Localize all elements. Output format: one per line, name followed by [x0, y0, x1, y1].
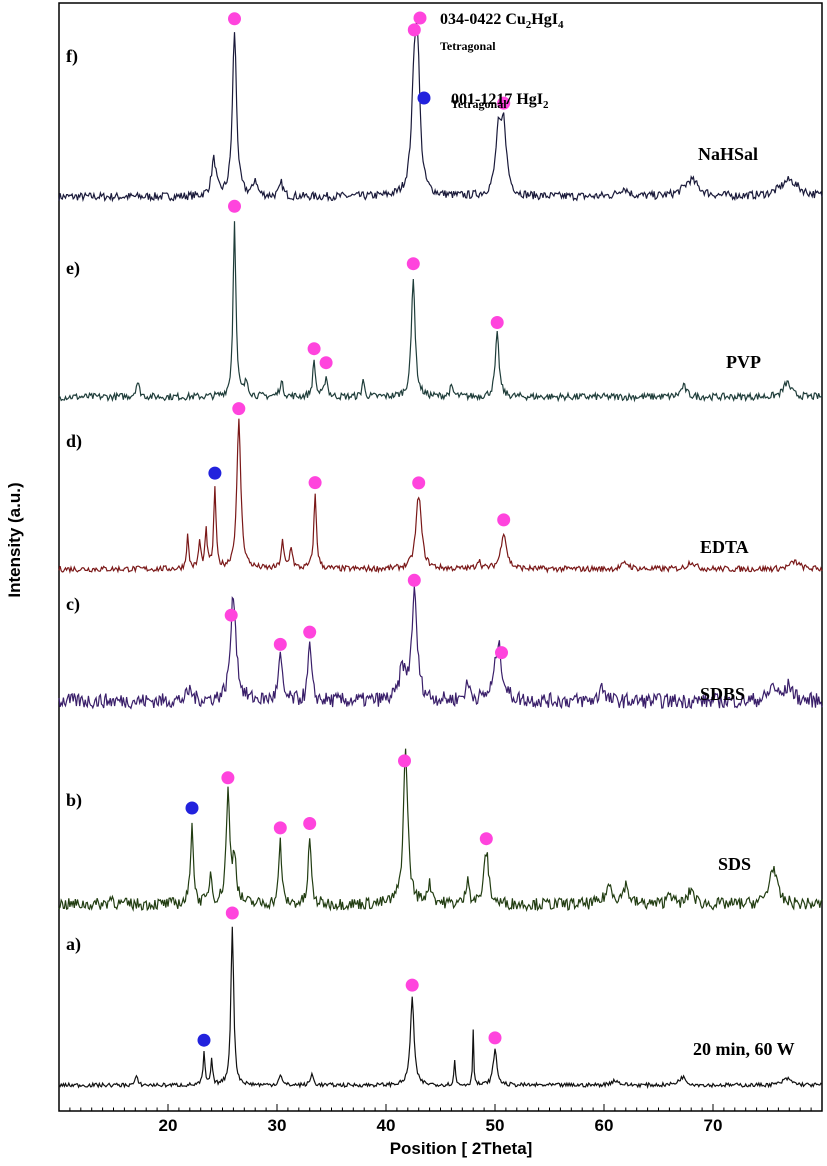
- cu2hgi4-peak-marker: [398, 754, 411, 768]
- cu2hgi4-peak-marker: [495, 646, 508, 660]
- panel-label: d): [66, 431, 82, 452]
- cu2hgi4-peak-marker: [405, 978, 419, 992]
- cu2hgi4-peak-marker: [490, 316, 504, 329]
- cu2hgi4-peak-marker: [224, 608, 238, 622]
- cu2hgi4-peak-marker: [221, 771, 235, 785]
- cu2hgi4-peak-marker: [497, 96, 511, 110]
- cu2hgi4-peak-marker: [497, 513, 511, 527]
- plot-frame: [58, 2, 823, 1112]
- cu2hgi4-peak-marker: [273, 821, 287, 835]
- hgi2-legend-marker: [417, 91, 431, 105]
- hgi2-peak-marker: [185, 801, 199, 815]
- cu2hgi4-peak-marker: [303, 817, 317, 830]
- sample-label: SDBS: [700, 684, 745, 704]
- cu2hgi4-peak-marker: [319, 356, 333, 370]
- cu2hgi4-peak-marker: [228, 12, 241, 26]
- cu2hgi4-peak-marker: [308, 476, 322, 490]
- markers-layer: [185, 12, 511, 1047]
- trace-sds: [58, 748, 823, 912]
- cu2hgi4-peak-marker: [232, 402, 246, 416]
- trace-pvp: [58, 221, 823, 403]
- y-axis-title: Intensity (a.u.): [5, 482, 24, 597]
- hgi2-legend-label: 001-1217 HgI2: [451, 91, 549, 111]
- x-tick-label: 30: [268, 1116, 287, 1135]
- x-tick-label: 20: [159, 1116, 178, 1135]
- sample-label: 20 min, 60 W: [693, 1039, 795, 1059]
- sample-label: NaHSal: [698, 144, 758, 164]
- cu2hgi4-peak-marker: [488, 1031, 502, 1045]
- sample-label: PVP: [726, 352, 761, 372]
- x-tick-label: 60: [595, 1116, 614, 1135]
- cu2hgi4-peak-marker: [407, 573, 421, 587]
- cu2hgi4-peak-marker: [228, 199, 241, 213]
- panel-label: e): [66, 258, 80, 279]
- traces-layer: [58, 21, 823, 1090]
- sample-label: SDS: [718, 854, 751, 874]
- trace-edta: [58, 418, 823, 575]
- panel-label: c): [66, 594, 80, 615]
- x-axis: 20 30 40 50 60 70: [58, 1104, 823, 1135]
- cu2hgi4-peak-marker: [412, 476, 426, 490]
- panel-label: f): [66, 46, 78, 67]
- cu2hgi4-peak-marker: [406, 257, 420, 271]
- x-tick-label: 70: [704, 1116, 723, 1135]
- trace-20-min-60-w: [58, 926, 823, 1090]
- labels-layer: f) NaHSal e) PVP d) EDTA c) SDBS b) SDS a) 20 min, …: [66, 46, 795, 1059]
- hgi2-peak-marker: [197, 1033, 211, 1047]
- cu2hgi4-peak-marker: [225, 906, 239, 920]
- cu2hgi4-peak-marker: [273, 637, 287, 651]
- hgi2-legend-phase: Tetragonal: [451, 97, 507, 111]
- cu2hgi4-peak-marker: [479, 832, 493, 846]
- x-tick-label: 40: [377, 1116, 396, 1135]
- trace-nahsal: [58, 21, 823, 203]
- cu2hgi4-legend-marker: [413, 11, 427, 25]
- x-axis-title: Position [ 2Theta]: [390, 1139, 533, 1158]
- panel-label: a): [66, 934, 81, 955]
- hgi2-peak-marker: [208, 466, 222, 480]
- cu2hgi4-peak-marker: [407, 23, 421, 37]
- panel-label: b): [66, 790, 82, 811]
- cu2hgi4-peak-marker: [303, 625, 317, 639]
- cu2hgi4-legend-phase: Tetragonal: [440, 39, 496, 53]
- cu2hgi4-peak-marker: [307, 342, 321, 356]
- cu2hgi4-legend-label: 034-0422 Cu2HgI4: [440, 11, 564, 31]
- x-tick-label: 50: [486, 1116, 505, 1135]
- trace-sdbs: [58, 586, 823, 710]
- sample-label: EDTA: [700, 537, 749, 557]
